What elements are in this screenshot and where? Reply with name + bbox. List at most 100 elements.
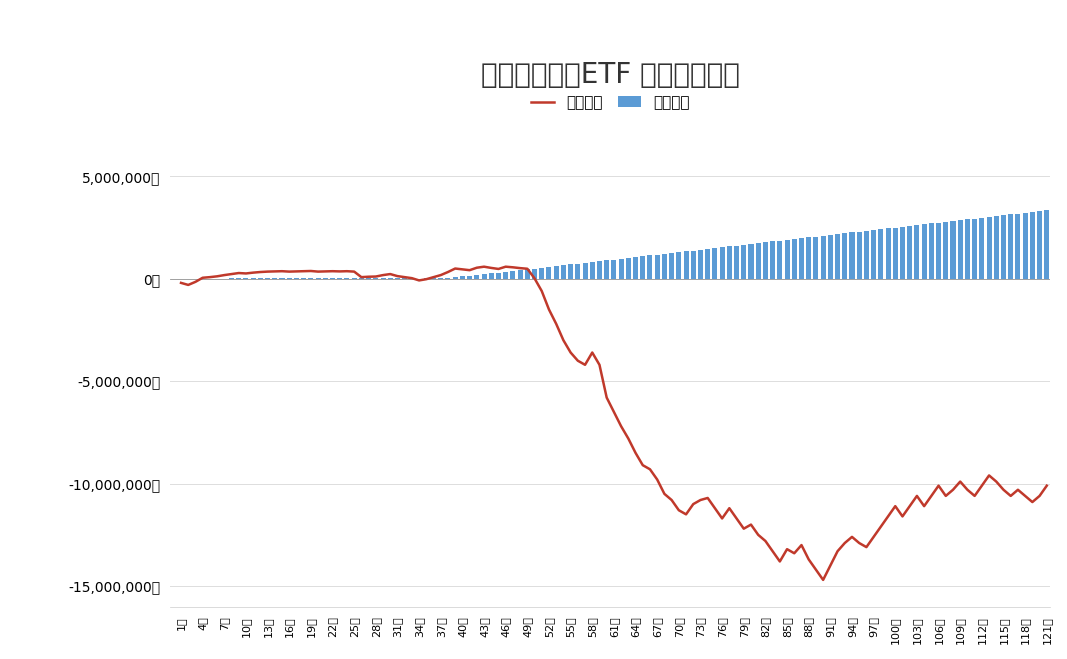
評価損益 <box>1040 482 1053 490</box>
Bar <box>770 241 775 279</box>
Bar <box>489 273 494 279</box>
Bar <box>849 233 855 279</box>
Bar <box>287 278 291 279</box>
Bar <box>943 222 949 279</box>
Bar <box>590 262 594 279</box>
Bar <box>719 247 724 279</box>
Bar <box>763 243 768 279</box>
Bar <box>280 278 285 279</box>
Bar <box>293 278 299 279</box>
Bar <box>899 227 905 279</box>
Bar <box>532 268 537 279</box>
Bar <box>648 256 653 279</box>
Bar <box>713 248 717 279</box>
Bar <box>504 272 508 279</box>
評価損益 <box>723 504 736 512</box>
Bar <box>928 223 934 279</box>
評価損益 <box>175 279 188 287</box>
Bar <box>871 230 876 279</box>
Bar <box>813 237 818 279</box>
Bar <box>481 274 487 279</box>
Bar <box>778 241 782 279</box>
Bar <box>452 277 458 279</box>
Bar <box>987 217 991 279</box>
Bar <box>561 266 566 279</box>
Bar <box>539 268 544 279</box>
Bar <box>792 239 797 279</box>
Bar <box>337 277 343 279</box>
Bar <box>864 231 869 279</box>
Bar <box>1001 215 1006 279</box>
Bar <box>517 270 523 279</box>
Bar <box>828 235 833 279</box>
評価損益 <box>261 268 274 275</box>
Bar <box>604 260 609 279</box>
Bar <box>301 278 306 279</box>
Bar <box>878 229 883 279</box>
評価損益 <box>766 547 779 555</box>
Bar <box>951 221 956 279</box>
Bar <box>619 259 623 279</box>
Bar <box>460 276 465 279</box>
Bar <box>1045 210 1049 279</box>
Bar <box>922 224 926 279</box>
Bar <box>611 260 617 279</box>
Bar <box>755 243 761 279</box>
Bar <box>936 223 941 279</box>
Line: 評価損益: 評価損益 <box>181 267 1047 580</box>
Bar <box>554 266 559 279</box>
Bar <box>272 278 277 279</box>
Bar <box>655 254 659 279</box>
Bar <box>886 229 891 279</box>
Bar <box>842 233 847 279</box>
Bar <box>784 240 790 279</box>
Bar <box>308 278 314 279</box>
Bar <box>352 277 356 279</box>
Bar <box>676 252 682 279</box>
Bar <box>698 250 703 279</box>
Bar <box>496 273 501 279</box>
Bar <box>972 219 977 279</box>
Bar <box>323 277 328 279</box>
Bar <box>640 256 646 279</box>
Bar <box>835 234 840 279</box>
Bar <box>958 220 962 279</box>
Bar <box>330 277 335 279</box>
評価損益 <box>816 576 829 584</box>
Bar <box>669 253 674 279</box>
Bar <box>684 251 688 279</box>
Bar <box>965 219 970 279</box>
Bar <box>1008 214 1014 279</box>
評価損益 <box>377 271 389 279</box>
Bar <box>626 258 631 279</box>
Bar <box>596 261 602 279</box>
Bar <box>993 216 999 279</box>
Bar <box>1022 213 1028 279</box>
Bar <box>742 244 746 279</box>
Bar <box>748 244 753 279</box>
Bar <box>807 237 811 279</box>
Bar <box>727 246 732 279</box>
Bar <box>316 278 320 279</box>
Bar <box>857 232 862 279</box>
評価損益 <box>997 486 1009 494</box>
Bar <box>583 263 588 279</box>
評価損益 <box>550 320 562 328</box>
Bar <box>510 271 515 279</box>
Bar <box>893 227 897 279</box>
Bar <box>475 275 479 279</box>
Bar <box>575 264 580 279</box>
Bar <box>734 246 739 279</box>
Bar <box>705 249 711 279</box>
Bar <box>914 225 920 279</box>
Bar <box>980 217 985 279</box>
Bar <box>821 236 826 279</box>
Bar <box>1030 212 1035 279</box>
Bar <box>662 254 667 279</box>
Bar <box>467 275 472 279</box>
Bar <box>525 270 530 279</box>
Title: トライオートETF 週別運用実績: トライオートETF 週別運用実績 <box>481 61 739 89</box>
Bar <box>1016 214 1020 279</box>
評価損益 <box>478 263 491 271</box>
Bar <box>568 264 573 279</box>
